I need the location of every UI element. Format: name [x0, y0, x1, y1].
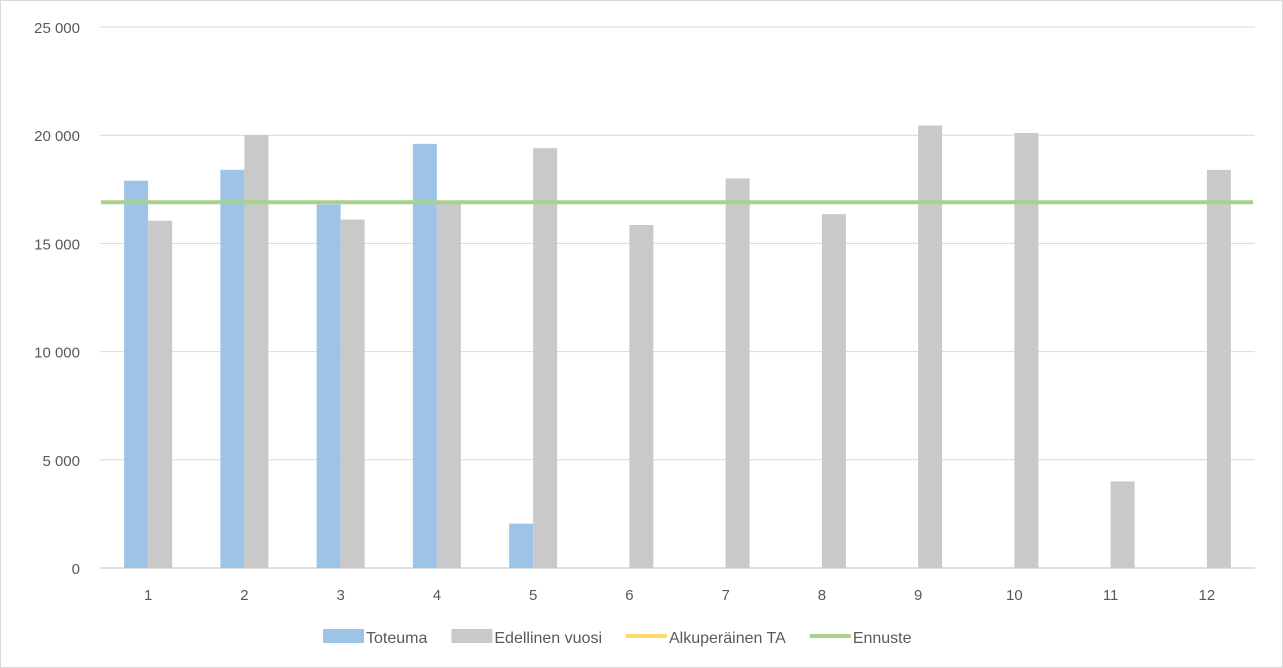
x-tick-label: 3: [336, 587, 344, 604]
x-tick-label: 1: [144, 587, 152, 604]
bar-toteuma: [124, 180, 149, 569]
legend-label: Ennuste: [853, 630, 912, 647]
bar-edellinen-vuosi: [918, 125, 943, 568]
y-tick-label: 10 000: [34, 345, 80, 362]
bar-edellinen-vuosi: [629, 225, 654, 569]
x-tick-label: 4: [433, 587, 441, 604]
x-tick-label: 12: [1199, 587, 1216, 604]
bar-edellinen-vuosi: [821, 214, 846, 568]
bar-toteuma: [412, 143, 437, 568]
y-tick-label: 5 000: [42, 453, 80, 470]
bar-edellinen-vuosi: [1206, 169, 1231, 568]
bar-edellinen-vuosi: [1014, 133, 1039, 568]
bar-toteuma: [509, 523, 534, 568]
legend-swatch: [451, 629, 493, 643]
y-tick-label: 20 000: [34, 128, 80, 145]
x-tick-label: 10: [1006, 587, 1023, 604]
bar-edellinen-vuosi: [725, 178, 750, 569]
y-tick-label: 15 000: [34, 236, 80, 253]
x-tick-label: 6: [625, 587, 633, 604]
bar-edellinen-vuosi: [533, 148, 558, 568]
bar-edellinen-vuosi: [436, 202, 461, 568]
x-tick-label: 7: [721, 587, 729, 604]
bar-toteuma: [220, 169, 245, 568]
bar-edellinen-vuosi: [1110, 481, 1135, 568]
legend-label: Edellinen vuosi: [494, 630, 602, 647]
legend-label: Alkuperäinen TA: [669, 630, 786, 647]
x-tick-label: 5: [529, 587, 537, 604]
legend-swatch: [323, 629, 364, 643]
x-tick-label: 2: [240, 587, 248, 604]
x-tick-label: 9: [914, 587, 922, 604]
bar-edellinen-vuosi: [340, 219, 365, 568]
bar-edellinen-vuosi: [244, 135, 269, 568]
bar-edellinen-vuosi: [148, 220, 173, 569]
bar-toteuma: [316, 204, 341, 568]
x-tick-label: 11: [1103, 587, 1119, 604]
y-tick-label: 25 000: [34, 20, 80, 37]
x-tick-label: 8: [818, 587, 826, 604]
y-tick-label: 0: [72, 561, 80, 578]
legend-label: Toteuma: [366, 630, 427, 647]
